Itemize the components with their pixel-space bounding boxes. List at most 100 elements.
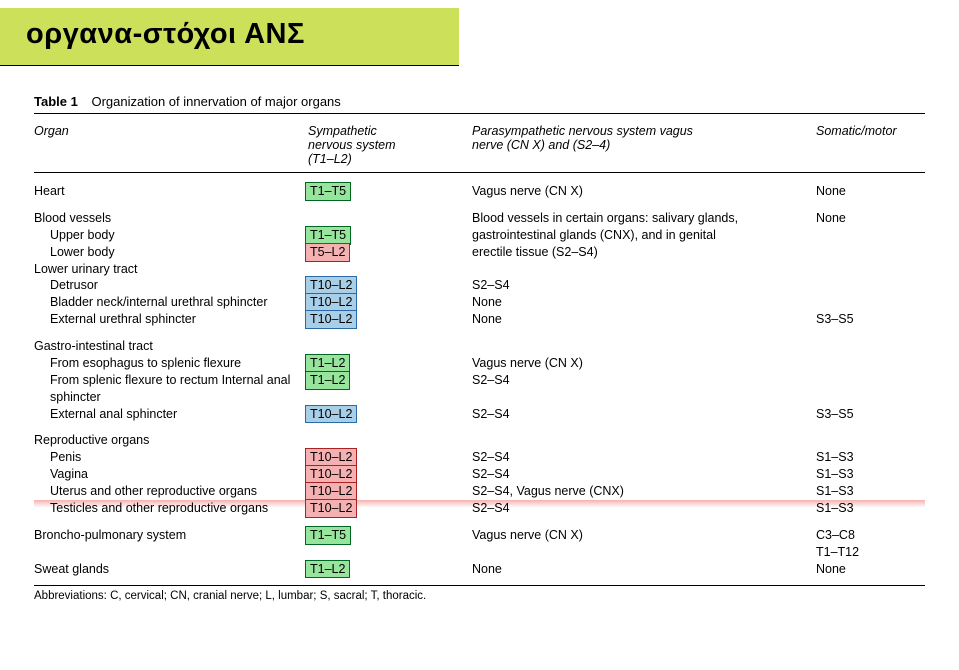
cell-som: None xyxy=(816,183,925,200)
cell-symp: T1–L2 xyxy=(308,372,472,406)
cell-symp: T10–L2 xyxy=(308,500,472,517)
cell-som xyxy=(816,355,925,372)
cell-som: None xyxy=(816,210,925,227)
innervation-table: Organ Sympathetic nervous system (T1–L2)… xyxy=(34,120,925,577)
cell-symp: T10–L2 xyxy=(308,466,472,483)
cell-symp: T10–L2 xyxy=(308,311,472,328)
cell-para: S2–S4 xyxy=(472,277,816,294)
cell-symp: T10–L2 xyxy=(308,449,472,466)
caption-text: Organization of innervation of major org… xyxy=(91,94,340,109)
cell-organ: Penis xyxy=(34,449,308,466)
cell-para: S2–S4, Vagus nerve (CNX) xyxy=(472,483,816,500)
cell-symp: T1–T5 xyxy=(308,183,472,200)
cell-para: Vagus nerve (CN X) xyxy=(472,527,816,561)
cell-som: C3–C8 T1–T12 xyxy=(816,527,925,561)
row-gi-splenic: From splenic flexure to rectum Internal … xyxy=(34,372,925,406)
table-caption: Table 1 Organization of innervation of m… xyxy=(34,94,925,114)
hl-green-pill: T1–T5 xyxy=(306,227,350,244)
cell-para: Blood vessels in certain organs: salivar… xyxy=(472,210,816,261)
cell-para: None xyxy=(472,311,816,328)
cell-organ: From splenic flexure to rectum Internal … xyxy=(34,372,308,406)
cell-organ: Broncho-pulmonary system xyxy=(34,527,308,561)
row-blood-vessels-header: Blood vessels Blood vessels in certain o… xyxy=(34,210,925,227)
hl-green-pill: T1–L2 xyxy=(306,355,349,372)
title-banner: οργανα-στόχοι ΑΝΣ xyxy=(0,8,459,66)
row-repro-test: Testicles and other reproductive organs … xyxy=(34,500,925,517)
cell-para: S2–S4 xyxy=(472,466,816,483)
row-repro-vagina: Vagina T10–L2 S2–S4 S1–S3 xyxy=(34,466,925,483)
cell-organ: Testicles and other reproductive organs xyxy=(34,500,308,517)
cell-organ: Heart xyxy=(34,183,308,200)
row-lut-detrusor: Detrusor T10–L2 S2–S4 xyxy=(34,277,925,294)
th-somatic: Somatic/motor xyxy=(816,120,925,173)
cell-organ: External anal sphincter xyxy=(34,406,308,423)
cell-som: S3–S5 xyxy=(816,311,925,328)
row-repro-uterus: Uterus and other reproductive organs T10… xyxy=(34,483,925,500)
cell-symp: T5–L2 xyxy=(308,244,472,261)
cell-organ: From esophagus to splenic flexure xyxy=(34,355,308,372)
hl-green-pill: T1–T5 xyxy=(306,527,350,544)
page-title: οργανα-στόχοι ΑΝΣ xyxy=(26,18,433,51)
cell-organ: Reproductive organs xyxy=(34,432,308,449)
row-heart: Heart T1–T5 Vagus nerve (CN X) None xyxy=(34,183,925,200)
row-gi-header: Gastro-intestinal tract xyxy=(34,338,925,355)
th-organ: Organ xyxy=(34,120,308,173)
cell-som xyxy=(816,277,925,294)
cell-symp: T10–L2 xyxy=(308,483,472,500)
cell-som: S1–S3 xyxy=(816,466,925,483)
cell-organ: Sweat glands xyxy=(34,561,308,578)
cell-organ: Bladder neck/internal urethral sphincter xyxy=(34,294,308,311)
hl-red-pill: T5–L2 xyxy=(306,244,349,261)
row-lut-ext: External urethral sphincter T10–L2 None … xyxy=(34,311,925,328)
cell-organ: Detrusor xyxy=(34,277,308,294)
cell-som: S1–S3 xyxy=(816,483,925,500)
cell-para: S2–S4 xyxy=(472,406,816,423)
cell-som: None xyxy=(816,561,925,578)
caption-label: Table 1 xyxy=(34,94,78,109)
th-parasympathetic: Parasympathetic nervous system vagus ner… xyxy=(472,120,816,173)
cell-organ: Vagina xyxy=(34,466,308,483)
cell-symp: T10–L2 xyxy=(308,294,472,311)
table-container: Table 1 Organization of innervation of m… xyxy=(0,72,959,614)
cell-para: S2–S4 xyxy=(472,500,816,517)
cell-symp: T1–L2 xyxy=(308,355,472,372)
cell-symp: T1–T5 xyxy=(308,227,472,244)
cell-symp: T1–T5 xyxy=(308,527,472,561)
cell-symp: T10–L2 xyxy=(308,406,472,423)
cell-organ: Gastro-intestinal tract xyxy=(34,338,308,355)
cell-som: S1–S3 xyxy=(816,500,925,517)
hl-green-pill: T1–T5 xyxy=(306,183,350,200)
cell-symp: T1–L2 xyxy=(308,561,472,578)
cell-para: Vagus nerve (CN X) xyxy=(472,183,816,200)
hl-green-pill: T1–L2 xyxy=(306,561,349,578)
row-broncho: Broncho-pulmonary system T1–T5 Vagus ner… xyxy=(34,527,925,561)
th-sympathetic: Sympathetic nervous system (T1–L2) xyxy=(308,120,472,173)
hl-red-pill: T10–L2 xyxy=(306,449,356,466)
cell-organ: Lower urinary tract xyxy=(34,261,308,278)
hl-red-pill: T10–L2 xyxy=(306,500,356,517)
cell-para: None xyxy=(472,294,816,311)
cell-para: Vagus nerve (CN X) xyxy=(472,355,816,372)
cell-organ: Blood vessels xyxy=(34,210,308,227)
row-sweat: Sweat glands T1–L2 None None xyxy=(34,561,925,578)
cell-organ: Uterus and other reproductive organs xyxy=(34,483,308,500)
abbreviations: Abbreviations: C, cervical; CN, cranial … xyxy=(34,585,925,602)
cell-organ: Upper body xyxy=(34,227,308,244)
cell-som: S1–S3 xyxy=(816,449,925,466)
hl-blue-pill: T10–L2 xyxy=(306,277,356,294)
row-repro-penis: Penis T10–L2 S2–S4 S1–S3 xyxy=(34,449,925,466)
row-lut-header: Lower urinary tract xyxy=(34,261,925,278)
row-repro-header: Reproductive organs xyxy=(34,432,925,449)
hl-red-pill: T10–L2 xyxy=(306,466,356,483)
cell-para: S2–S4 xyxy=(472,449,816,466)
hl-blue-pill: T10–L2 xyxy=(306,406,356,423)
cell-organ: Lower body xyxy=(34,244,308,261)
cell-para: None xyxy=(472,561,816,578)
cell-som xyxy=(816,372,925,406)
cell-para: S2–S4 xyxy=(472,372,816,406)
hl-blue-pill: T10–L2 xyxy=(306,311,356,328)
row-lut-bladder: Bladder neck/internal urethral sphincter… xyxy=(34,294,925,311)
hl-green-pill: T1–L2 xyxy=(306,372,349,389)
hl-red-pill: T10–L2 xyxy=(306,483,356,500)
row-gi-ext: External anal sphincter T10–L2 S2–S4 S3–… xyxy=(34,406,925,423)
